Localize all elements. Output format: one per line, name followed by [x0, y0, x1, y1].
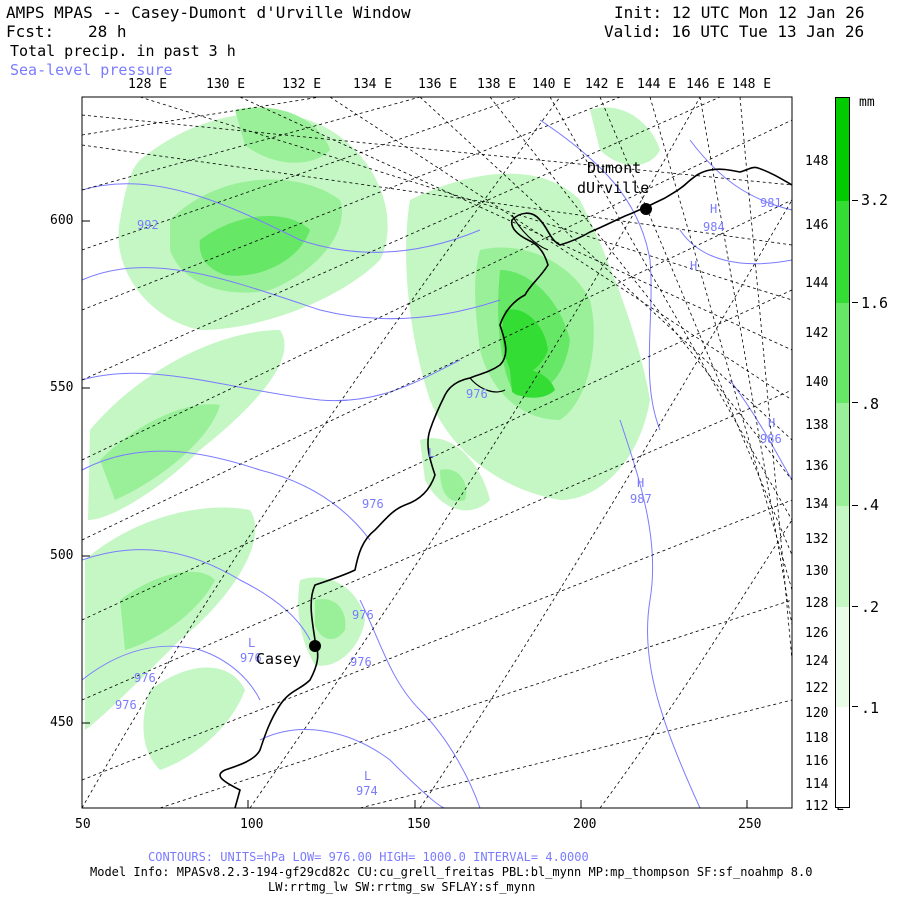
pressure-label: 976 [466, 387, 488, 401]
pressure-label: 984 [703, 220, 725, 234]
colorbar-label: .1 [861, 699, 880, 717]
top-lon-label: 128 E [128, 77, 168, 92]
colorbar [835, 97, 850, 808]
y-tick-label: 450 [50, 715, 74, 730]
right-lon-label: 136 E [805, 459, 845, 474]
x-tick-label: 50 [75, 817, 91, 832]
right-lon-label: 114 E [805, 777, 845, 792]
station-marker-dumont [640, 203, 652, 215]
station-label-dumont: dUrville [577, 179, 649, 197]
pressure-label: 986 [760, 432, 782, 446]
overlay-name: Sea-level pressure [10, 61, 173, 79]
axis-ticks [81, 220, 748, 808]
pressure-label: 976 [134, 671, 156, 685]
top-lon-label: 144 E [637, 77, 677, 92]
top-lon-label: 134 E [353, 77, 393, 92]
right-lon-label: 128 E [805, 596, 845, 611]
coastline-detail [511, 214, 549, 251]
top-lon-label: 138 E [477, 77, 517, 92]
contour-info: CONTOURS: UNITS=hPa LOW= 976.00 HIGH= 10… [148, 850, 589, 864]
colorbar-segment [836, 98, 849, 201]
right-lon-label: 124 E [805, 654, 845, 669]
x-tick-label: 200 [573, 817, 597, 832]
y-tick-label: 550 [50, 380, 74, 395]
top-lon-label: 148 E [732, 77, 772, 92]
top-lon-label: 136 E [418, 77, 458, 92]
pressure-center-label: H [710, 202, 717, 216]
colorbar-segment [836, 506, 849, 607]
colorbar-unit: mm [859, 95, 875, 110]
top-lon-label: 140 E [532, 77, 572, 92]
top-lon-label: 130 E [206, 77, 246, 92]
valid-time: Valid: 16 UTC Tue 13 Jan 26 [604, 22, 865, 41]
right-lon-label: 148 E [805, 154, 845, 169]
colorbar-segment [836, 607, 849, 707]
pressure-label: 976 [115, 698, 137, 712]
top-lon-label: 142 E [585, 77, 625, 92]
pressure-label: 976 [350, 655, 372, 669]
top-lon-label: 146 E [686, 77, 726, 92]
top-lon-label: 132 E [282, 77, 322, 92]
colorbar-label: 3.2 [861, 191, 889, 209]
station-label-casey: Casey [256, 650, 301, 668]
pressure-center-label: L [364, 769, 371, 783]
init-time: Init: 12 UTC Mon 12 Jan 26 [614, 3, 865, 22]
lat-lon-grid [82, 97, 792, 808]
right-lon-label: 116 E [805, 754, 845, 769]
pressure-label: 976 [362, 497, 384, 511]
station-label-dumont: Dumont [587, 159, 641, 177]
pressure-label: 976 [240, 651, 262, 665]
plot-title: AMPS MPAS -- Casey-Dumont d'Urville Wind… [6, 3, 411, 22]
pressure-contours [82, 119, 792, 808]
pressure-center-label: H [690, 259, 697, 273]
y-tick-label: 600 [50, 213, 74, 228]
colorbar-label: .2 [861, 598, 880, 616]
right-lon-label: 130 E [805, 564, 845, 579]
forecast-hour: 28 h [88, 22, 127, 41]
model-info: Model Info: MPASv8.2.3-194-gf29cd82c CU:… [90, 865, 813, 879]
right-lon-label: 122 E [805, 681, 845, 696]
colorbar-segment [836, 201, 849, 303]
pressure-center-label: H [768, 416, 775, 430]
x-tick-label: 150 [407, 817, 431, 832]
model-info-physics: LW:rrtmg_lw SW:rrtmg_sw SFLAY:sf_mynn [268, 880, 536, 894]
colorbar-label: .4 [861, 496, 880, 514]
right-lon-label: 132 E [805, 532, 845, 547]
right-lon-label: 112 E [805, 799, 845, 814]
coastline-detail [469, 377, 506, 393]
colorbar-segment [836, 403, 849, 506]
precip-shading [85, 107, 660, 770]
pressure-label: 987 [630, 492, 652, 506]
pressure-label: 992 [137, 218, 159, 232]
y-tick-label: 500 [50, 548, 74, 563]
colorbar-label: 1.6 [861, 294, 889, 312]
right-lon-label: 120 E [805, 706, 845, 721]
right-lon-label: 118 E [805, 731, 845, 746]
right-lon-label: 134 E [805, 497, 845, 512]
right-lon-label: 140 E [805, 375, 845, 390]
right-lon-label: 126 E [805, 626, 845, 641]
right-lon-label: 138 E [805, 418, 845, 433]
pressure-center-label: L [428, 446, 435, 460]
forecast-label: Fcst: [6, 22, 55, 41]
pressure-label: 981 [760, 196, 782, 210]
map-frame [81, 96, 793, 809]
colorbar-segment [836, 303, 849, 403]
pressure-center-label: L [248, 636, 255, 650]
x-tick-label: 100 [240, 817, 264, 832]
colorbar-label: .8 [861, 395, 880, 413]
contour-labels: 992 984 981 986 987 976 976 976 976 976 … [115, 196, 782, 798]
station-marker-casey [309, 640, 321, 652]
right-lon-label: 146 E [805, 218, 845, 233]
pressure-label: 974 [356, 784, 378, 798]
right-lon-label: 144 E [805, 276, 845, 291]
pressure-label: 976 [352, 608, 374, 622]
field-name: Total precip. in past 3 h [10, 42, 236, 60]
pressure-center-label: H [637, 476, 644, 490]
x-tick-label: 250 [738, 817, 762, 832]
colorbar-ticks [852, 97, 860, 808]
right-lon-label: 142 E [805, 326, 845, 341]
